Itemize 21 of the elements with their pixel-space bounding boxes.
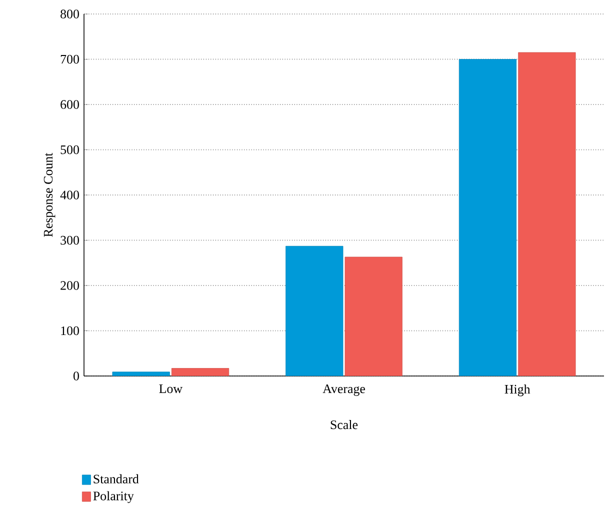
y-tick-label: 500 [60, 145, 79, 154]
y-tick-label: 700 [60, 54, 79, 64]
bar [458, 59, 517, 376]
bar [172, 368, 229, 376]
bar [344, 256, 402, 376]
bar [286, 246, 344, 376]
x-tick-label: High [504, 384, 530, 396]
x-tick-label: Low [159, 384, 182, 394]
y-tick-label: 200 [60, 281, 79, 290]
y-tick-label: 800 [60, 10, 79, 18]
y-tick-label: 0 [74, 372, 79, 380]
legend-label: Standard [94, 474, 139, 484]
x-axis-title: Scale [330, 420, 358, 430]
x-tick-label: Average [322, 384, 366, 396]
y-tick-label: 400 [60, 190, 79, 200]
bar [518, 52, 576, 376]
y-tick-label: 600 [60, 100, 79, 109]
y-tick-label: 300 [60, 236, 79, 245]
legend-label: Polarity [93, 491, 134, 503]
y-axis-title: Response Count [44, 152, 56, 237]
y-tick-label: 100 [61, 326, 79, 336]
